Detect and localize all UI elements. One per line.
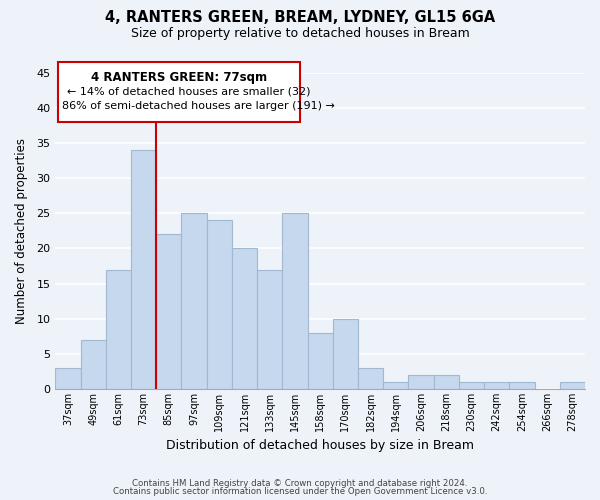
Text: 4 RANTERS GREEN: 77sqm: 4 RANTERS GREEN: 77sqm bbox=[91, 70, 267, 84]
Text: ← 14% of detached houses are smaller (32): ← 14% of detached houses are smaller (32… bbox=[67, 86, 310, 96]
Bar bbox=[106, 270, 131, 389]
Bar bbox=[509, 382, 535, 389]
X-axis label: Distribution of detached houses by size in Bream: Distribution of detached houses by size … bbox=[166, 440, 474, 452]
Text: 86% of semi-detached houses are larger (191) →: 86% of semi-detached houses are larger (… bbox=[62, 101, 335, 111]
Y-axis label: Number of detached properties: Number of detached properties bbox=[15, 138, 28, 324]
Bar bbox=[484, 382, 509, 389]
Bar bbox=[308, 333, 333, 389]
Bar bbox=[232, 248, 257, 389]
Bar bbox=[383, 382, 409, 389]
Bar bbox=[333, 319, 358, 389]
Text: Contains public sector information licensed under the Open Government Licence v3: Contains public sector information licen… bbox=[113, 487, 487, 496]
Bar bbox=[434, 375, 459, 389]
Text: 4, RANTERS GREEN, BREAM, LYDNEY, GL15 6GA: 4, RANTERS GREEN, BREAM, LYDNEY, GL15 6G… bbox=[105, 10, 495, 25]
Bar bbox=[55, 368, 80, 389]
Bar bbox=[283, 214, 308, 389]
Bar bbox=[560, 382, 585, 389]
Bar bbox=[181, 214, 206, 389]
Text: Contains HM Land Registry data © Crown copyright and database right 2024.: Contains HM Land Registry data © Crown c… bbox=[132, 478, 468, 488]
Bar bbox=[358, 368, 383, 389]
FancyBboxPatch shape bbox=[58, 62, 300, 122]
Text: Size of property relative to detached houses in Bream: Size of property relative to detached ho… bbox=[131, 28, 469, 40]
Bar bbox=[156, 234, 181, 389]
Bar bbox=[131, 150, 156, 389]
Bar bbox=[409, 375, 434, 389]
Bar bbox=[459, 382, 484, 389]
Bar bbox=[206, 220, 232, 389]
Bar bbox=[257, 270, 283, 389]
Bar bbox=[80, 340, 106, 389]
